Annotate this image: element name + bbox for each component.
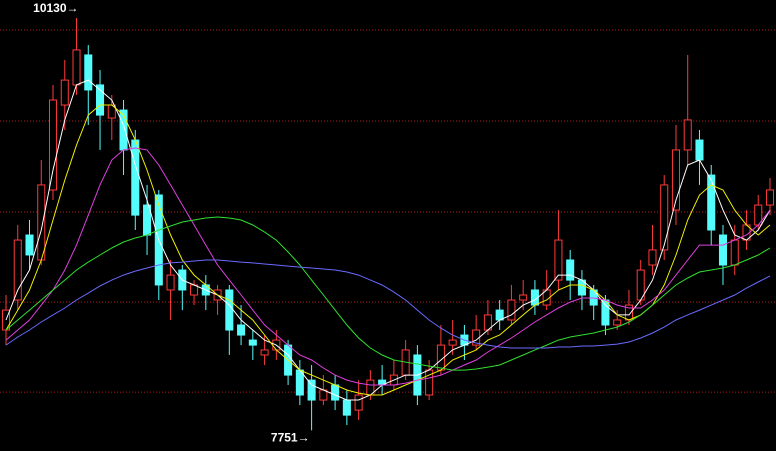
candle-body — [566, 259, 575, 281]
candle-body — [37, 184, 46, 261]
candle-body — [96, 84, 105, 116]
price-annotation: 7751→ — [271, 431, 310, 445]
candle-body — [660, 184, 669, 251]
moving-average-line — [5, 259, 771, 349]
candle-body — [84, 54, 93, 91]
candle-body — [718, 234, 728, 266]
candle-body — [13, 239, 22, 301]
candle-body — [60, 79, 69, 106]
candle-body — [131, 139, 140, 216]
candle-body — [166, 274, 175, 291]
candle-body — [48, 99, 58, 191]
candle-body — [765, 189, 775, 206]
moving-average-line — [5, 79, 771, 401]
candle-body — [342, 399, 351, 416]
candle-body — [554, 239, 563, 281]
candle-body — [671, 149, 680, 211]
candle-body — [507, 299, 516, 321]
candle-body — [237, 324, 246, 336]
moving-average-line — [5, 147, 771, 386]
candle-body — [448, 339, 457, 346]
moving-average-line — [5, 216, 771, 371]
candle-body — [331, 384, 340, 401]
candle-body — [354, 394, 363, 411]
candle-body — [695, 139, 704, 161]
candle-body — [683, 119, 692, 151]
candle-body — [248, 339, 257, 346]
candle-body — [1, 309, 11, 331]
price-annotation: 10130→ — [33, 1, 78, 15]
candle-body — [519, 294, 528, 301]
candle-body — [613, 319, 622, 326]
candle-body — [260, 349, 269, 356]
candle-body — [648, 249, 657, 266]
candle-body — [307, 379, 316, 401]
candle-body — [707, 174, 716, 231]
candle-body — [730, 239, 739, 266]
candle-body — [25, 234, 34, 256]
candle-body — [225, 289, 234, 331]
candle-body — [72, 49, 81, 86]
